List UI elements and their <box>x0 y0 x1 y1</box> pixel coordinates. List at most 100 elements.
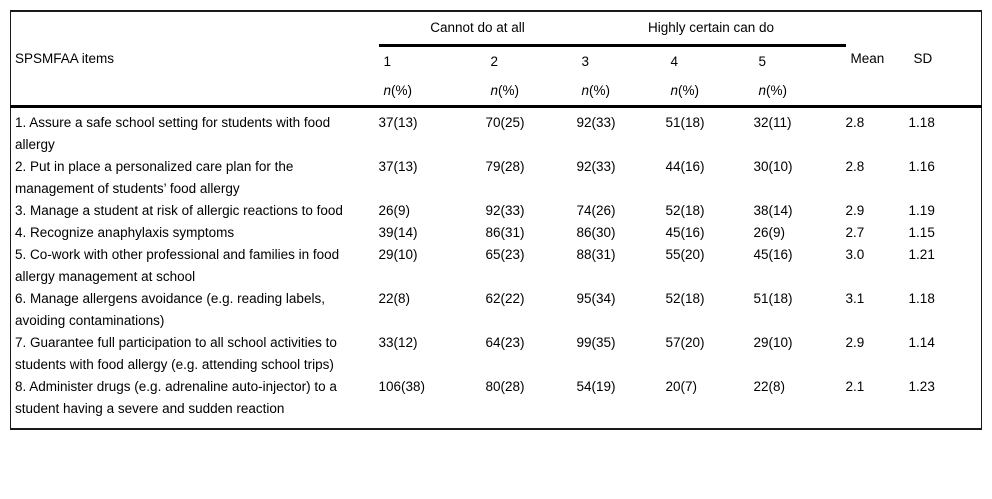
mean-cell: 2.8 <box>845 115 865 130</box>
item-text: 6. Manage allergens avoidance (e.g. read… <box>15 291 325 328</box>
table-row: 6. Manage allergens avoidance (e.g. read… <box>11 288 982 332</box>
table-row: 1. Assure a safe school setting for stud… <box>11 107 982 157</box>
value-cell: 39(14) <box>378 225 418 240</box>
anchor-highly-certain: Highly certain can do <box>576 11 846 47</box>
value-cell: 20(7) <box>665 379 698 394</box>
n-symbol: n <box>490 83 499 98</box>
value-cell: 52(18) <box>665 291 705 306</box>
scale-points-row: 1 2 3 4 5 <box>11 46 982 78</box>
value-cell: 52(18) <box>665 203 705 218</box>
n-symbol: n <box>670 83 679 98</box>
value-cell: 80(28) <box>485 379 525 394</box>
value-cell: 26(9) <box>753 225 786 240</box>
value-cell: 29(10) <box>753 335 793 350</box>
value-cell: 37(13) <box>378 115 418 130</box>
scale-point-3: 3 <box>581 54 590 69</box>
anchor-cannot-do: Cannot do at all <box>378 11 577 47</box>
table-header: SPSMFAA items Cannot do at all Highly ce… <box>10 11 982 108</box>
value-cell: 88(31) <box>576 247 616 262</box>
sd-cell: 1.15 <box>908 225 935 240</box>
item-text: 2. Put in place a personalized care plan… <box>15 159 294 196</box>
table-row: 4. Recognize anaphylaxis symptoms 39(14)… <box>11 222 982 244</box>
item-text: 8. Administer drugs (e.g. adrenaline aut… <box>15 379 337 416</box>
sd-cell: 1.23 <box>908 379 935 394</box>
value-cell: 99(35) <box>576 335 616 350</box>
mean-cell: 3.0 <box>845 247 865 262</box>
value-cell: 86(30) <box>576 225 616 240</box>
item-text: 1. Assure a safe school setting for stud… <box>15 115 331 152</box>
value-cell: 55(20) <box>665 247 705 262</box>
item-text: 4. Recognize anaphylaxis symptoms <box>15 225 235 240</box>
mean-cell: 2.1 <box>845 379 865 394</box>
value-cell: 64(23) <box>485 335 525 350</box>
value-cell: 79(28) <box>485 159 525 174</box>
value-cell: 33(12) <box>378 335 418 350</box>
value-cell: 51(18) <box>753 291 793 306</box>
value-cell: 92(33) <box>576 115 616 130</box>
percent-symbol: (%) <box>498 83 520 98</box>
sd-column-header: SD <box>908 11 982 108</box>
value-cell: 51(18) <box>665 115 705 130</box>
sd-cell: 1.18 <box>908 291 935 306</box>
value-cell: 74(26) <box>576 203 616 218</box>
n-symbol: n <box>581 83 590 98</box>
value-cell: 62(22) <box>485 291 525 306</box>
value-cell: 65(23) <box>485 247 525 262</box>
item-text: 5. Co-work with other professional and f… <box>15 247 340 284</box>
value-cell: 86(31) <box>485 225 525 240</box>
n-percent-row: n(%) n(%) n(%) n(%) n(%) <box>11 77 982 108</box>
value-cell: 92(33) <box>576 159 616 174</box>
table-row: 3. Manage a student at risk of allergic … <box>11 200 982 222</box>
sd-cell: 1.18 <box>908 115 935 130</box>
mean-column-header: Mean <box>845 11 909 108</box>
table-body: 1. Assure a safe school setting for stud… <box>11 107 982 430</box>
value-cell: 92(33) <box>485 203 525 218</box>
value-cell: 22(8) <box>378 291 411 306</box>
value-cell: 44(16) <box>665 159 705 174</box>
value-cell: 37(13) <box>378 159 418 174</box>
item-text: 3. Manage a student at risk of allergic … <box>15 203 343 218</box>
n-symbol: n <box>758 83 767 98</box>
scale-point-1: 1 <box>383 54 392 69</box>
n-percent-label: n(%) <box>378 77 486 108</box>
scale-point-4: 4 <box>670 54 679 69</box>
sd-cell: 1.21 <box>908 247 935 262</box>
value-cell: 30(10) <box>753 159 793 174</box>
percent-symbol: (%) <box>766 83 788 98</box>
value-cell: 29(10) <box>378 247 418 262</box>
value-cell: 32(11) <box>753 115 792 130</box>
sd-cell: 1.14 <box>908 335 935 350</box>
item-text: 7. Guarantee full participation to all s… <box>15 335 337 372</box>
value-cell: 106(38) <box>378 379 426 394</box>
n-percent-label: n(%) <box>485 77 577 108</box>
n-percent-label: n(%) <box>576 77 666 108</box>
mean-cell: 2.9 <box>845 203 865 218</box>
table-row: 7. Guarantee full participation to all s… <box>11 332 982 376</box>
n-symbol: n <box>383 83 392 98</box>
n-percent-label: n(%) <box>753 77 846 108</box>
sd-cell: 1.16 <box>908 159 935 174</box>
spsmfaa-results-table: SPSMFAA items Cannot do at all Highly ce… <box>10 10 983 430</box>
mean-cell: 3.1 <box>845 291 865 306</box>
sd-cell: 1.19 <box>908 203 935 218</box>
value-cell: 95(34) <box>576 291 616 306</box>
percent-symbol: (%) <box>391 83 413 98</box>
items-column-header: SPSMFAA items <box>10 11 379 108</box>
value-cell: 45(16) <box>753 247 793 262</box>
mean-cell: 2.8 <box>845 159 865 174</box>
table-row: 8. Administer drugs (e.g. adrenaline aut… <box>11 376 982 429</box>
value-cell: 22(8) <box>753 379 786 394</box>
value-cell: 45(16) <box>665 225 705 240</box>
scale-point-5: 5 <box>758 54 767 69</box>
table-row: 2. Put in place a personalized care plan… <box>11 156 982 200</box>
scale-point-2: 2 <box>490 54 499 69</box>
value-cell: 26(9) <box>378 203 411 218</box>
mean-cell: 2.9 <box>845 335 865 350</box>
n-percent-label: n(%) <box>665 77 754 108</box>
percent-symbol: (%) <box>678 83 700 98</box>
value-cell: 38(14) <box>753 203 793 218</box>
mean-cell: 2.7 <box>845 225 865 240</box>
scale-anchor-row: SPSMFAA items Cannot do at all Highly ce… <box>10 11 982 108</box>
value-cell: 57(20) <box>665 335 705 350</box>
